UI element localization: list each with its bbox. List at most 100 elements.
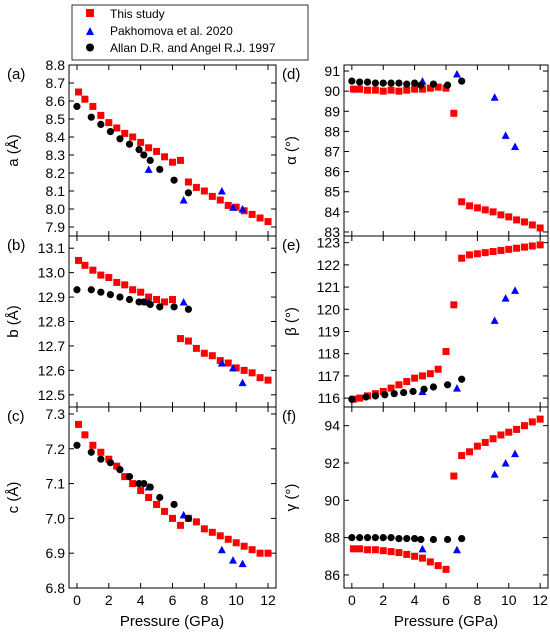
panel-4: 83 84 85 86 87 88 89 90 91 (d) α (°) bbox=[282, 63, 549, 240]
data-point-this-study bbox=[145, 494, 153, 501]
data-point-this-study bbox=[200, 525, 208, 533]
data-point-this-study bbox=[356, 394, 364, 402]
x-tick-label: 10 bbox=[228, 592, 244, 608]
y-tick-label: 8.8 bbox=[46, 57, 66, 73]
data-point-allan bbox=[125, 140, 134, 148]
data-point-this-study bbox=[264, 549, 272, 557]
y-tick-label: 87 bbox=[324, 144, 340, 160]
data-point-this-study bbox=[528, 242, 536, 250]
data-point-allan bbox=[356, 78, 364, 86]
data-point-pakhomova bbox=[179, 297, 188, 306]
data-point-this-study bbox=[208, 528, 216, 536]
y-axis-title: γ (°) bbox=[283, 484, 300, 512]
data-point-this-study bbox=[473, 250, 481, 258]
x-tick-label: 6 bbox=[442, 592, 450, 608]
data-point-this-study bbox=[481, 438, 489, 446]
data-point-pakhomova bbox=[501, 294, 510, 302]
y-tick-label: 8.6 bbox=[46, 93, 66, 109]
legend-marker-pakhomova bbox=[86, 27, 94, 35]
data-point-pakhomova bbox=[229, 363, 238, 372]
data-point-allan bbox=[125, 473, 134, 481]
data-point-this-study bbox=[184, 337, 192, 345]
data-point-this-study bbox=[161, 153, 169, 161]
y-tick-label: 12.6 bbox=[38, 362, 65, 378]
data-point-pakhomova bbox=[418, 544, 427, 553]
data-point-this-study bbox=[169, 296, 176, 304]
data-point-allan bbox=[184, 305, 193, 313]
data-point-this-study bbox=[458, 254, 466, 262]
data-point-this-study bbox=[224, 359, 232, 367]
data-point-this-study bbox=[473, 204, 481, 212]
legend-label-allan: Allan D.R. and Angel R.J. 1997 bbox=[110, 41, 276, 55]
data-point-allan bbox=[156, 165, 164, 173]
data-point-this-study bbox=[169, 158, 176, 166]
data-point-this-study bbox=[513, 216, 521, 224]
data-point-this-study bbox=[129, 133, 137, 141]
data-point-this-study bbox=[248, 369, 256, 377]
y-tick-label: 8.7 bbox=[46, 75, 66, 91]
data-point-this-study bbox=[145, 293, 153, 301]
data-point-allan bbox=[363, 78, 372, 86]
data-point-this-study bbox=[505, 245, 513, 253]
data-point-this-study bbox=[192, 183, 200, 191]
data-point-this-study bbox=[264, 376, 272, 384]
data-point-pakhomova bbox=[229, 203, 238, 211]
data-point-allan bbox=[400, 388, 408, 397]
data-point-this-study bbox=[418, 85, 426, 93]
panel-label: (b) bbox=[7, 237, 25, 254]
data-point-allan bbox=[348, 534, 356, 542]
y-tick-label: 119 bbox=[318, 323, 341, 339]
data-point-this-study bbox=[113, 124, 121, 132]
data-point-this-study bbox=[371, 546, 379, 554]
y-tick-label: 85 bbox=[324, 184, 340, 200]
y-tick-label: 117 bbox=[318, 368, 341, 384]
data-point-allan bbox=[387, 534, 395, 542]
data-point-this-study bbox=[232, 539, 240, 547]
data-point-this-study bbox=[536, 224, 544, 232]
data-point-this-study bbox=[364, 86, 372, 94]
data-point-this-study bbox=[176, 156, 184, 164]
data-point-pakhomova bbox=[490, 470, 499, 478]
data-point-allan bbox=[381, 391, 389, 399]
data-point-this-study bbox=[528, 221, 536, 229]
data-point-this-study bbox=[418, 554, 426, 562]
y-tick-label: 90 bbox=[324, 83, 340, 99]
data-point-this-study bbox=[121, 281, 129, 289]
y-tick-label: 13.0 bbox=[38, 265, 65, 281]
data-point-allan bbox=[411, 534, 419, 543]
y-tick-label: 92 bbox=[324, 455, 340, 471]
x-tick-label: 2 bbox=[379, 592, 387, 608]
data-point-this-study bbox=[113, 278, 121, 286]
legend-marker-allan bbox=[86, 43, 94, 52]
data-point-this-study bbox=[411, 552, 419, 560]
data-point-this-study bbox=[403, 550, 411, 558]
data-point-this-study bbox=[442, 347, 450, 355]
data-point-this-study bbox=[411, 374, 419, 382]
data-point-this-study bbox=[161, 298, 169, 306]
data-point-this-study bbox=[536, 415, 544, 423]
y-axis-title: b (Å) bbox=[5, 305, 22, 338]
data-point-this-study bbox=[97, 271, 105, 279]
data-point-pakhomova bbox=[490, 93, 499, 101]
data-point-this-study bbox=[356, 85, 364, 93]
data-point-this-study bbox=[434, 83, 442, 91]
x-tick-label: 12 bbox=[260, 592, 276, 608]
data-point-allan bbox=[156, 493, 164, 502]
data-point-allan bbox=[146, 156, 154, 164]
data-point-this-study bbox=[137, 487, 145, 495]
data-point-this-study bbox=[426, 558, 434, 566]
data-point-pakhomova bbox=[511, 286, 520, 294]
data-point-this-study bbox=[395, 381, 403, 389]
data-point-allan bbox=[458, 534, 466, 543]
data-point-allan bbox=[443, 81, 452, 89]
panel-3: 0 2 4 6 8 10 12 6.8 6.9 7.0 7.1 7.2 7.3 (c) c (Å) bbox=[5, 406, 277, 608]
data-point-this-study bbox=[466, 448, 474, 456]
data-point-allan bbox=[429, 80, 438, 88]
data-point-this-study bbox=[153, 147, 161, 155]
data-point-pakhomova bbox=[217, 359, 226, 367]
legend-frame bbox=[71, 4, 309, 61]
y-tick-label: 88 bbox=[324, 530, 340, 546]
data-point-this-study bbox=[264, 218, 272, 226]
data-point-this-study bbox=[387, 384, 395, 392]
